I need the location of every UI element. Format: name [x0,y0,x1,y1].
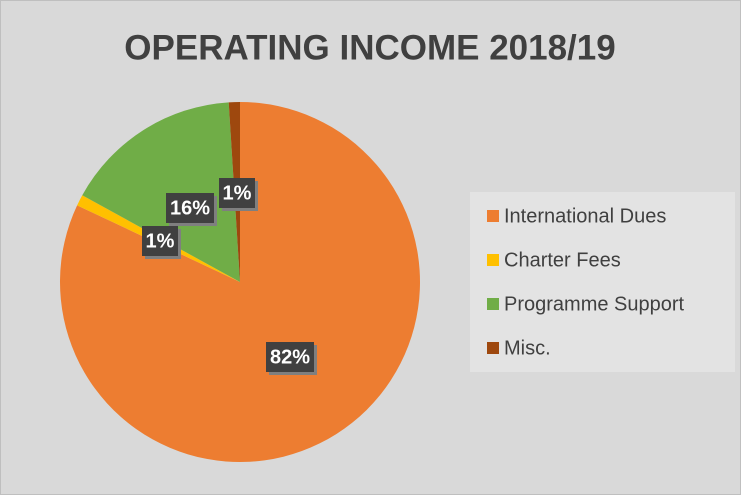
data-label-box [219,178,255,208]
legend-swatch [487,298,499,310]
data-label-box [142,226,178,256]
data-label: 16% [170,197,210,219]
legend-box [470,192,735,372]
pie-slice [82,102,240,282]
data-label: 1% [146,230,175,252]
data-label-box [166,193,214,223]
legend-swatch [487,254,499,266]
legend-label: Charter Fees [504,249,621,271]
legend-swatch [487,210,499,222]
data-label: 1% [223,182,252,204]
legend-label: International Dues [504,205,666,227]
data-label: 82% [270,346,310,368]
data-label-box [266,342,314,372]
chart-title: OPERATING INCOME 2018/19 [124,28,615,67]
legend-label: Misc. [504,337,551,359]
legend-swatch [487,342,499,354]
legend-label: Programme Support [504,293,685,315]
